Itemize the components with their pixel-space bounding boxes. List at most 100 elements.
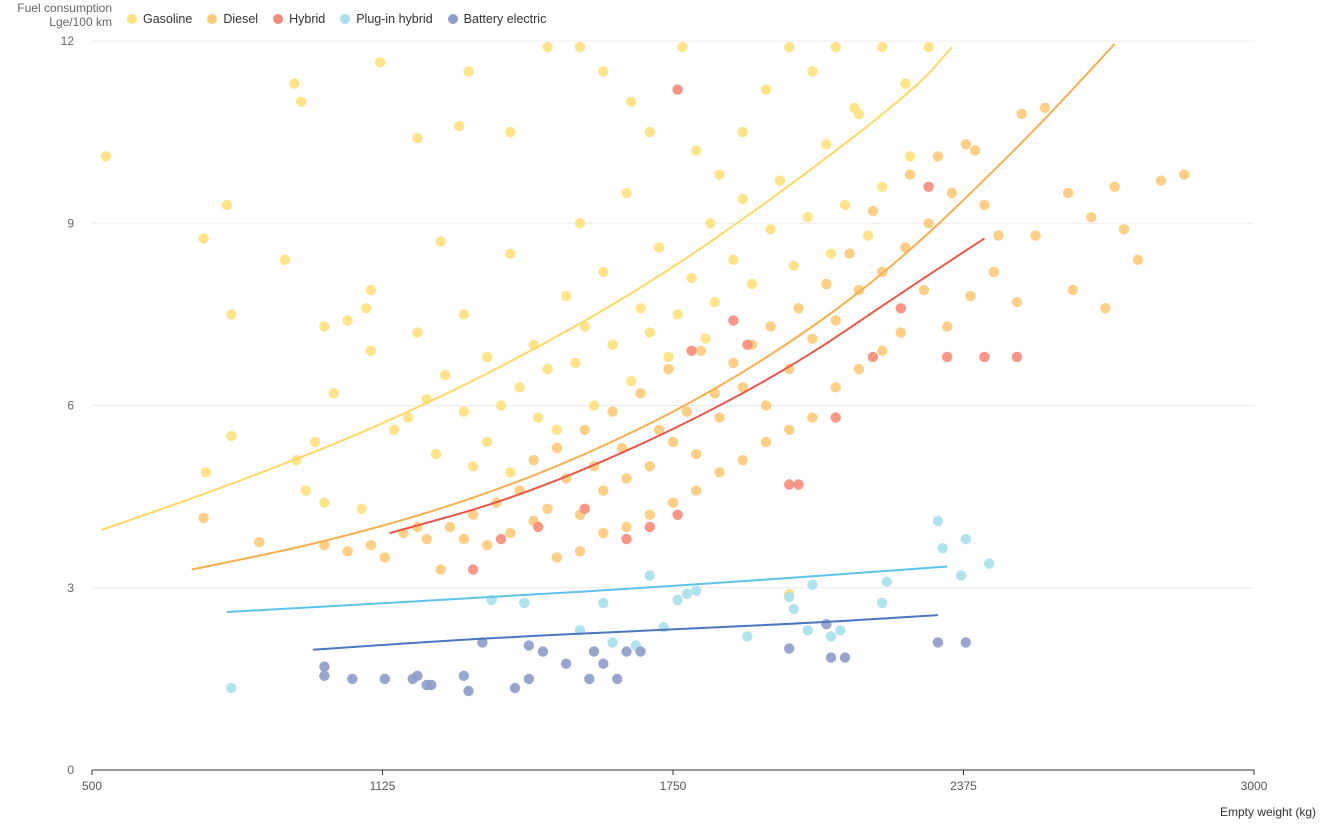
hybrid-point bbox=[867, 351, 879, 363]
gasoline-point bbox=[533, 412, 544, 423]
diesel-point bbox=[784, 363, 795, 375]
y-axis-title-line2: Lge/100 km bbox=[49, 15, 112, 29]
diesel-point bbox=[579, 424, 590, 435]
hybrid-point bbox=[467, 564, 479, 575]
legend-item-diesel: Diesel bbox=[207, 12, 258, 26]
plug-in-hybrid-point bbox=[983, 558, 995, 569]
hybrid-point bbox=[672, 509, 683, 520]
battery-electric-point bbox=[635, 646, 646, 657]
plug-in-hybrid-point bbox=[802, 625, 813, 636]
plug-in-hybrid-point bbox=[877, 597, 888, 609]
hybrid-point bbox=[644, 521, 655, 533]
diesel-point bbox=[528, 455, 539, 466]
legend-label: Gasoline bbox=[143, 12, 193, 26]
diesel-point bbox=[932, 151, 944, 162]
gasoline-point bbox=[714, 169, 725, 180]
battery-electric-point bbox=[347, 673, 358, 685]
diesel-point bbox=[1086, 212, 1097, 223]
gasoline-point bbox=[788, 260, 799, 271]
diesel-point bbox=[830, 382, 841, 393]
gasoline-point bbox=[440, 369, 451, 381]
legend-swatch bbox=[207, 14, 218, 24]
diesel-point bbox=[1011, 297, 1023, 308]
hybrid-point bbox=[784, 479, 795, 490]
gasoline-point bbox=[481, 436, 493, 448]
gasoline-point bbox=[635, 303, 646, 314]
diesel-point bbox=[681, 406, 693, 417]
gasoline-point bbox=[705, 218, 716, 229]
plug-in-hybrid-point bbox=[644, 570, 655, 581]
gasoline-point bbox=[365, 345, 377, 356]
hybrid-point bbox=[1011, 351, 1023, 363]
gasoline-point bbox=[481, 351, 493, 363]
gasoline-point bbox=[700, 333, 711, 344]
diesel-point bbox=[793, 303, 804, 314]
battery-electric-point bbox=[932, 637, 944, 648]
gasoline-point bbox=[542, 41, 553, 53]
plug-in-hybrid-point bbox=[960, 533, 971, 545]
diesel-point bbox=[918, 284, 930, 296]
diesel-point bbox=[1100, 303, 1111, 314]
y-tick-label: 6 bbox=[67, 399, 74, 413]
gasoline-point bbox=[435, 236, 446, 247]
diesel-point bbox=[1067, 284, 1078, 296]
gasoline-point bbox=[802, 212, 813, 223]
y-axis-title: Fuel consumption Lge/100 km bbox=[8, 1, 112, 29]
x-tick-label: 2375 bbox=[950, 779, 977, 793]
gasoline-point bbox=[672, 309, 683, 320]
gasoline-point bbox=[200, 467, 212, 478]
diesel-point bbox=[946, 187, 958, 199]
diesel-point bbox=[467, 509, 479, 520]
diesel-point bbox=[853, 363, 865, 375]
diesel-point bbox=[695, 345, 707, 356]
gasoline-point bbox=[677, 41, 688, 53]
gasoline-point bbox=[644, 126, 655, 138]
legend-label: Hybrid bbox=[289, 12, 326, 26]
diesel-point bbox=[1062, 187, 1074, 199]
diesel-point bbox=[607, 406, 618, 417]
gasoline-point bbox=[458, 309, 469, 320]
gasoline-point bbox=[877, 181, 888, 192]
diesel-point bbox=[644, 509, 655, 520]
gasoline-point bbox=[709, 297, 720, 308]
diesel-point bbox=[830, 315, 841, 326]
gasoline-point bbox=[375, 57, 386, 68]
legend-label: Diesel bbox=[223, 12, 259, 26]
diesel-point bbox=[895, 327, 906, 338]
diesel-point bbox=[458, 533, 469, 545]
legend-swatch bbox=[127, 14, 137, 24]
gasoline-point bbox=[458, 406, 469, 417]
diesel-point bbox=[714, 412, 725, 423]
gasoline-point bbox=[839, 199, 851, 211]
diesel-point bbox=[1109, 181, 1120, 192]
battery-electric-point bbox=[426, 679, 437, 691]
gasoline-point bbox=[495, 400, 507, 411]
gasoline-point bbox=[342, 315, 353, 326]
diesel-point bbox=[807, 412, 818, 423]
diesel-point bbox=[844, 248, 855, 259]
diesel-point bbox=[691, 485, 702, 496]
diesel-point bbox=[965, 290, 976, 302]
battery-electric-point bbox=[588, 646, 600, 657]
diesel-point bbox=[979, 199, 990, 211]
battery-electric-point bbox=[523, 673, 535, 685]
hybrid-point bbox=[979, 351, 990, 363]
battery-electric-point bbox=[379, 673, 390, 685]
battery-electric-trend-line bbox=[312, 614, 938, 651]
gasoline-point bbox=[774, 175, 786, 186]
gasoline-point bbox=[467, 461, 479, 472]
diesel-point bbox=[342, 546, 353, 557]
legend-item-hybrid: Hybrid bbox=[273, 12, 325, 26]
battery-electric-point bbox=[784, 643, 795, 654]
legend-label: Plug-in hybrid bbox=[356, 12, 433, 26]
gasoline-point bbox=[198, 233, 209, 244]
gasoline-point bbox=[463, 66, 474, 77]
gasoline-point bbox=[221, 199, 232, 211]
hybrid-point bbox=[672, 84, 683, 95]
legend-item-battery-electric: Battery electric bbox=[447, 12, 546, 26]
gasoline-point bbox=[402, 412, 414, 423]
gasoline-point bbox=[579, 321, 590, 332]
battery-electric-point bbox=[598, 658, 609, 669]
gasoline-point bbox=[542, 363, 553, 375]
